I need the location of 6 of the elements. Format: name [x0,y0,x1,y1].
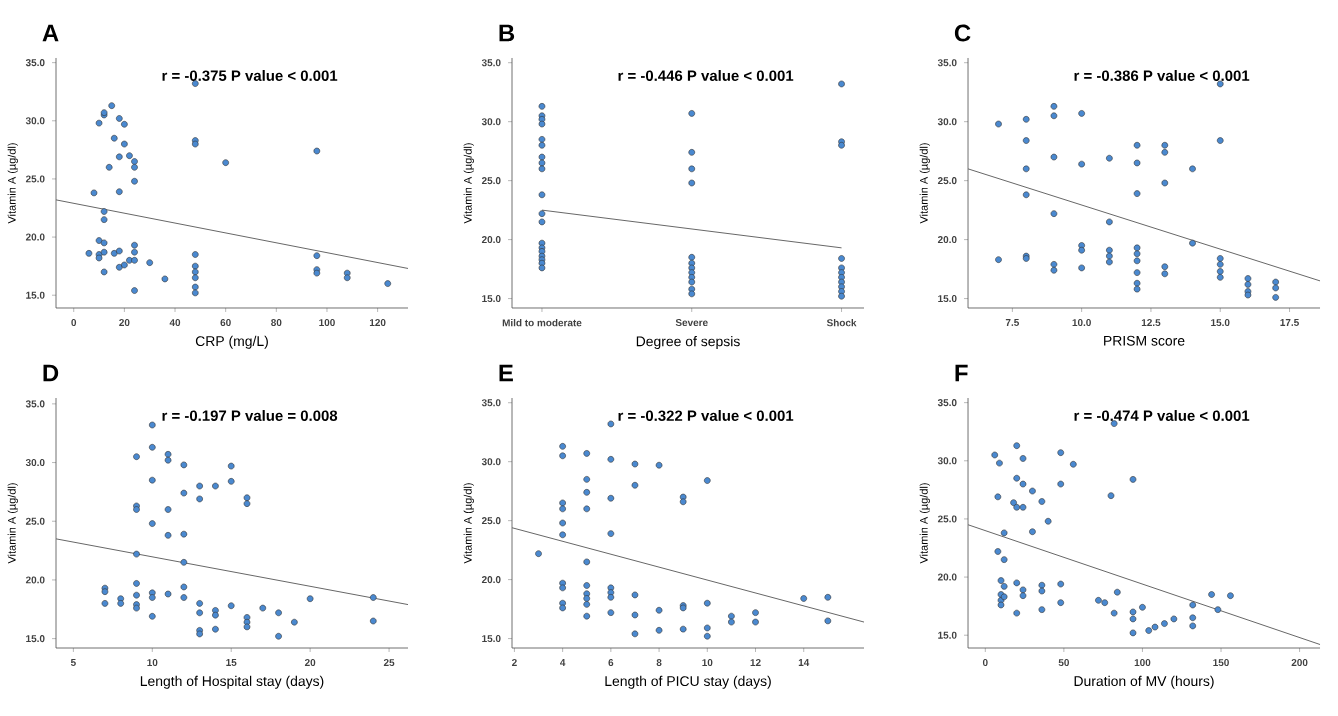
chart-title: C [954,24,971,42]
chart-title: E [499,364,513,382]
chart-title: F [955,364,968,382]
chart-title: A [42,24,59,42]
chart-title: D [43,364,59,382]
chart-title: B [499,24,515,42]
